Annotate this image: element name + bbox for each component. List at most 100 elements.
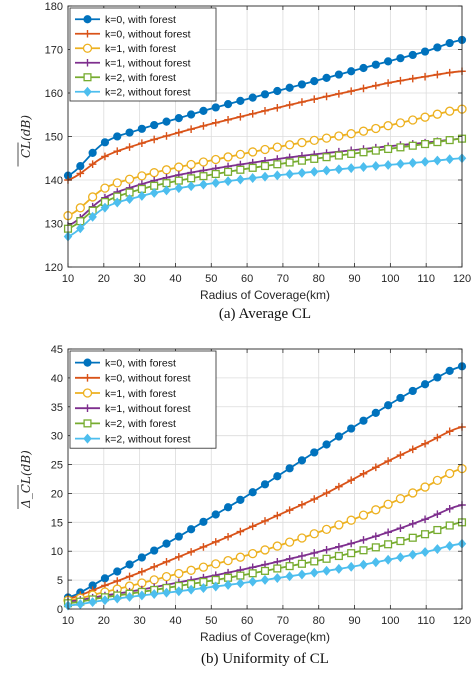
data-point: [297, 167, 307, 178]
legend-label: k=1, with forest: [105, 43, 176, 55]
data-point: [273, 564, 282, 573]
data-point: [384, 57, 393, 66]
data-point: [223, 503, 233, 512]
data-point: [335, 482, 343, 491]
data-point: [273, 557, 282, 566]
data-point: [445, 136, 454, 145]
data-point: [322, 165, 331, 176]
x-axis-label: Radius of Coverage(km): [200, 630, 330, 644]
legend-label: k=0, with forest: [105, 14, 176, 26]
series-4: [63, 134, 467, 233]
data-point: [372, 81, 380, 90]
data-point: [395, 494, 406, 504]
legend-marker: [83, 433, 92, 444]
y-tick-label: 10: [51, 546, 63, 558]
data-point: [224, 532, 232, 541]
data-point: [137, 590, 147, 601]
legend-entry: k=0, with forest: [75, 14, 176, 26]
data-point: [113, 132, 122, 141]
data-point: [421, 72, 429, 81]
data-point: [187, 125, 195, 133]
x-tick-label: 60: [241, 615, 253, 627]
data-point: [149, 589, 159, 600]
data-point: [285, 464, 294, 473]
x-tick-label: 10: [62, 615, 74, 627]
y-tick-label: 160: [45, 88, 63, 100]
data-point: [125, 572, 134, 581]
data-point: [211, 154, 221, 165]
data-point: [162, 117, 171, 126]
data-point: [272, 142, 282, 152]
data-point: [322, 440, 331, 449]
data-point: [359, 84, 368, 93]
data-point: [347, 149, 356, 158]
data-point: [420, 380, 430, 389]
data-point: [347, 424, 356, 433]
data-point: [433, 155, 442, 166]
data-point: [358, 126, 369, 136]
data-point: [445, 106, 455, 116]
data-point: [383, 121, 393, 131]
data-point: [248, 147, 258, 157]
x-tick-label: 20: [98, 273, 110, 285]
data-point: [310, 154, 319, 163]
data-point: [223, 100, 233, 109]
series-2: [63, 463, 467, 605]
data-point: [421, 515, 429, 524]
data-point: [125, 194, 134, 205]
data-point: [408, 386, 417, 396]
data-point: [371, 505, 381, 515]
legend-entry: k=1, with forest: [75, 43, 176, 55]
data-point: [150, 546, 159, 555]
data-point: [284, 537, 295, 547]
data-point: [310, 495, 319, 503]
data-point: [149, 187, 159, 198]
data-point: [138, 139, 146, 147]
data-point: [347, 87, 355, 95]
legend-marker: [83, 86, 92, 97]
data-point: [162, 185, 171, 196]
data-point: [445, 366, 454, 375]
data-point: [285, 101, 294, 109]
legend-entry: k=2, without forest: [75, 87, 191, 99]
legend-marker: [83, 73, 92, 82]
data-point: [125, 143, 134, 151]
data-point: [298, 552, 306, 560]
data-point: [445, 521, 454, 530]
data-point: [445, 38, 454, 48]
legend-marker: [83, 58, 92, 67]
data-point: [334, 164, 344, 175]
data-point: [421, 439, 429, 448]
data-point: [310, 95, 319, 104]
data-point: [138, 567, 146, 576]
data-point: [260, 566, 270, 575]
y-tick-label: 180: [45, 1, 63, 13]
data-point: [100, 574, 110, 583]
data-point: [346, 163, 356, 174]
data-point: [310, 448, 319, 457]
data-point: [101, 152, 109, 161]
x-tick-label: 50: [205, 273, 217, 285]
data-point: [150, 135, 158, 144]
data-point: [335, 89, 343, 98]
data-point: [334, 131, 344, 141]
data-point: [186, 181, 196, 192]
legend-label: k=2, without forest: [105, 433, 191, 445]
legend-box: [69, 350, 217, 449]
data-point: [124, 174, 135, 184]
data-point: [433, 433, 442, 442]
data-point: [260, 480, 270, 489]
data-point: [248, 488, 257, 497]
data-point: [408, 445, 417, 454]
data-point: [248, 522, 257, 531]
data-point: [260, 545, 270, 555]
data-point: [322, 92, 331, 101]
data-point: [433, 43, 442, 52]
data-point: [396, 143, 405, 152]
data-point: [408, 157, 418, 168]
y-axis-label: Δ_CL(dB): [19, 450, 33, 509]
legend: k=0, with forest k=0, without forest k=1, …: [69, 7, 217, 102]
data-point: [347, 476, 355, 484]
data-point: [261, 107, 269, 115]
y-tick-label: 5: [57, 575, 63, 587]
